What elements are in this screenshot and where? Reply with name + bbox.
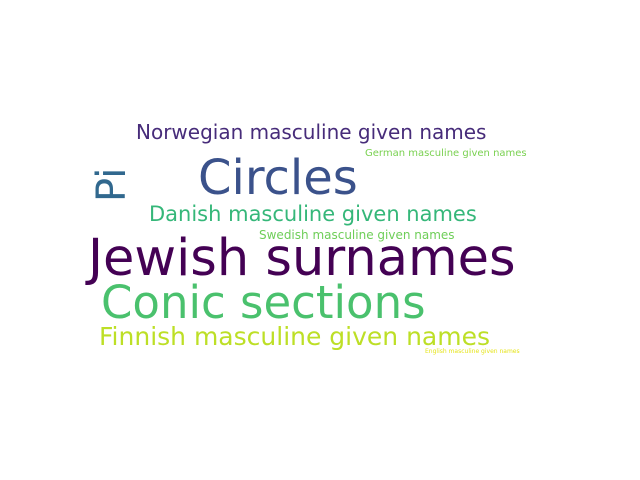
word-conic-sections: Conic sections: [101, 276, 426, 329]
word-finnish-masculine-given-names: Finnish masculine given names: [99, 322, 491, 351]
word-circles: Circles: [198, 150, 358, 206]
word-english-masculine-given-names: English masculine given names: [425, 348, 520, 355]
word-swedish-masculine-given-names: Swedish masculine given names: [259, 228, 455, 242]
word-danish-masculine-given-names: Danish masculine given names: [149, 202, 477, 226]
word-jewish-surnames: Jewish surnames: [88, 229, 516, 288]
word-pi: Pi: [89, 167, 135, 202]
word-norwegian-masculine-given-names: Norwegian masculine given names: [136, 120, 487, 144]
word-german-masculine-given-names: German masculine given names: [365, 148, 527, 159]
